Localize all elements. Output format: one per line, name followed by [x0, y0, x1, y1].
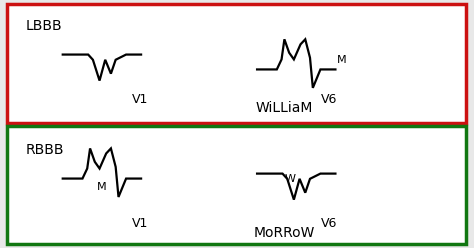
- Text: WiLLiaM: WiLLiaM: [255, 101, 313, 115]
- Text: W: W: [284, 174, 295, 184]
- Text: V6: V6: [321, 217, 337, 230]
- Text: LBBB: LBBB: [26, 19, 63, 33]
- Text: M: M: [337, 55, 346, 64]
- Text: V1: V1: [132, 93, 148, 106]
- FancyBboxPatch shape: [7, 4, 466, 123]
- Text: V6: V6: [321, 93, 337, 106]
- Text: RBBB: RBBB: [26, 143, 64, 157]
- Text: MoRRoW: MoRRoW: [254, 226, 315, 240]
- FancyBboxPatch shape: [7, 126, 466, 244]
- Text: M: M: [97, 182, 107, 192]
- Text: V1: V1: [132, 217, 148, 230]
